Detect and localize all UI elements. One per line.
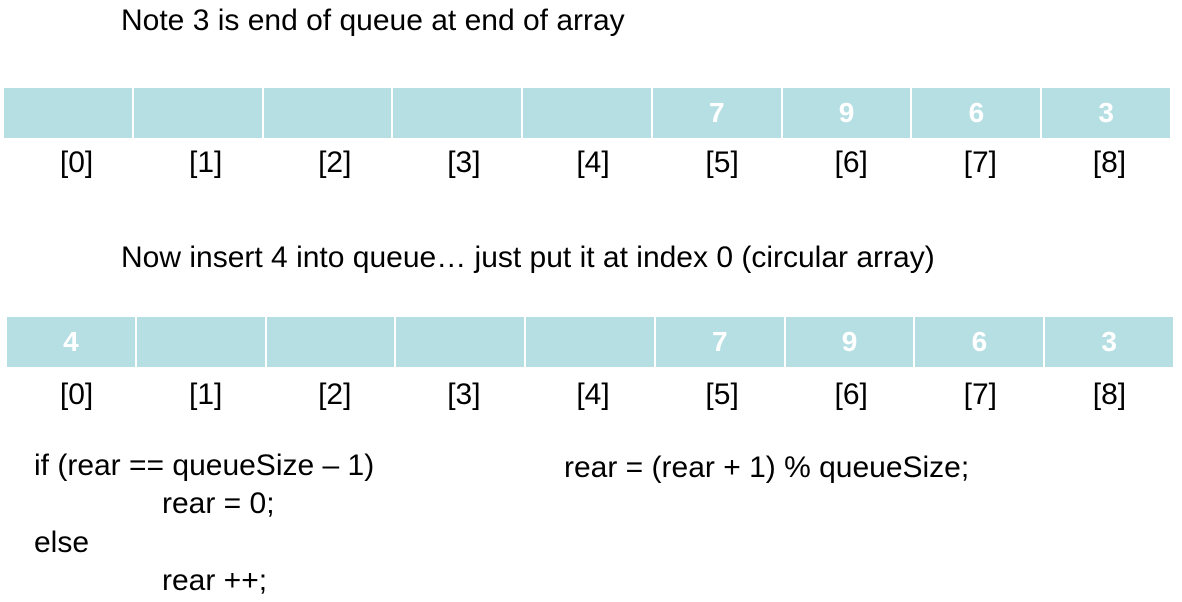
array-2-index-0: [0]: [59, 378, 94, 411]
array-2-index-2: [2]: [318, 378, 352, 411]
array-1-cell-3: [393, 88, 524, 138]
array-2-cell-2: [266, 317, 397, 367]
array-1-cell-7: 6: [912, 88, 1043, 138]
array-before-insert: 7 9 6 3: [4, 88, 1171, 138]
array-2-cell-3: [396, 317, 527, 367]
array-1-cell-6: 9: [782, 88, 913, 138]
code-rear-zero-line: rear = 0;: [162, 487, 275, 520]
array-2-index-7: [7]: [963, 378, 997, 411]
array-2-index-1: [1]: [188, 378, 223, 411]
array-2-cell-6: 9: [785, 317, 916, 367]
array-1-index-1: [1]: [188, 146, 223, 179]
array-2-cell-4: [526, 317, 656, 367]
array-after-insert: 4 7 9 6 3: [7, 317, 1174, 367]
array-2-cell-7: 6: [915, 317, 1046, 367]
array-before-insert-indices: [0] [1] [2] [3] [4] [5] [6] [7] [8]: [12, 143, 1174, 183]
array-2-index-6: [6]: [834, 378, 868, 411]
array-1-index-7: [7]: [963, 146, 997, 179]
code-else-line: else: [34, 526, 90, 559]
array-1-cell-8: 3: [1042, 88, 1171, 138]
array-2-index-5: [5]: [705, 378, 739, 411]
code-rear-increment-line: rear ++;: [162, 564, 268, 597]
array-1-index-0: [0]: [59, 146, 94, 179]
array-1-index-2: [2]: [318, 146, 352, 179]
array-1-index-5: [5]: [705, 146, 739, 179]
array-1-cell-0: [4, 88, 134, 138]
array-2-cell-1: [136, 317, 267, 367]
code-modulo-line: rear = (rear + 1) % queueSize;: [564, 451, 970, 484]
array-2-cell-8: 3: [1045, 317, 1174, 367]
array-1-cell-1: [133, 88, 264, 138]
array-1-index-6: [6]: [834, 146, 868, 179]
heading-end-of-queue: Note 3 is end of queue at end of array: [121, 4, 625, 37]
array-1-cell-2: [263, 88, 394, 138]
array-2-index-3: [3]: [447, 378, 481, 411]
array-2-index-8: [8]: [1092, 378, 1127, 411]
code-if-line: if (rear == queueSize – 1): [34, 449, 375, 482]
array-1-index-3: [3]: [447, 146, 481, 179]
array-2-cell-0: 4: [7, 317, 137, 367]
array-1-index-4: [4]: [576, 146, 610, 179]
array-1-cell-4: [523, 88, 653, 138]
heading-insert-circular: Now insert 4 into queue… just put it at …: [121, 241, 935, 274]
array-2-cell-5: 7: [655, 317, 786, 367]
array-2-index-4: [4]: [576, 378, 610, 411]
array-1-index-8: [8]: [1092, 146, 1127, 179]
array-after-insert-indices: [0] [1] [2] [3] [4] [5] [6] [7] [8]: [12, 375, 1174, 415]
array-1-cell-5: 7: [652, 88, 783, 138]
